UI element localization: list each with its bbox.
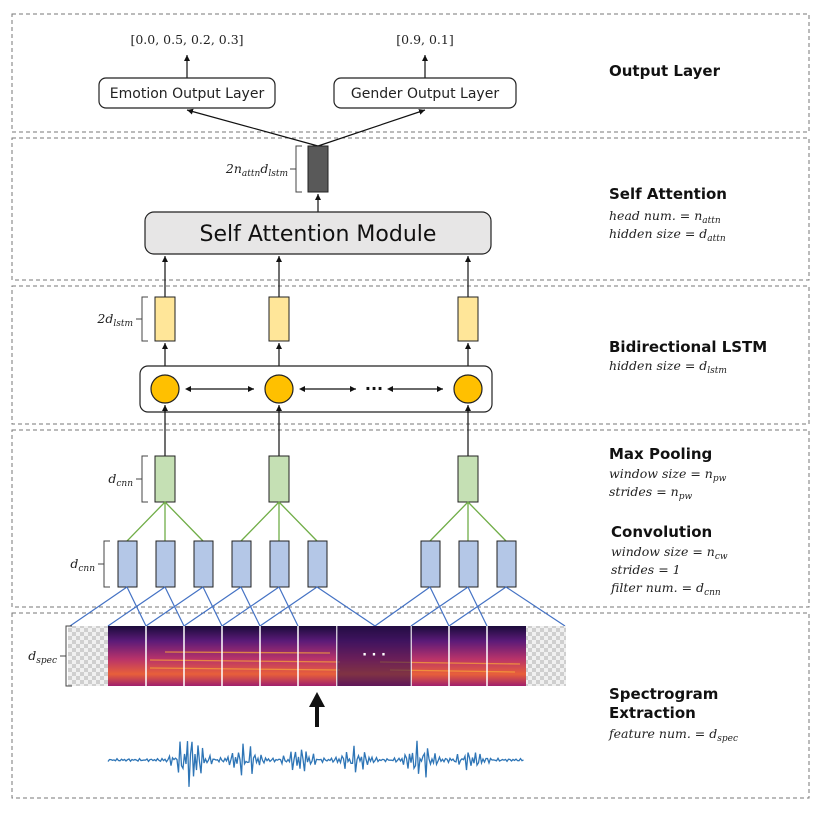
cnn-section-frame bbox=[11, 429, 810, 608]
self-attention-title: Self Attention bbox=[609, 185, 727, 203]
bilstm-title: Bidirectional LSTM bbox=[609, 338, 767, 356]
attn-to-emotion-line bbox=[186, 108, 319, 147]
conv-filter bbox=[117, 540, 138, 588]
conv-filter bbox=[420, 540, 441, 588]
conv-dim: dcnn bbox=[70, 556, 95, 574]
spectrogram-section-frame bbox=[11, 612, 810, 799]
emotion-output-label: Emotion Output Layer bbox=[110, 86, 265, 102]
emotion-output-box bbox=[98, 77, 276, 109]
output-layer-title: Output Layer bbox=[609, 62, 721, 80]
conv-filter bbox=[496, 540, 517, 588]
conv-filters bbox=[117, 540, 517, 588]
conv-filter bbox=[231, 540, 252, 588]
conv-filter bbox=[155, 540, 176, 588]
output-section-frame bbox=[11, 13, 810, 133]
attn-to-gender-line bbox=[317, 109, 426, 147]
attention-section-frame bbox=[11, 137, 810, 281]
lstm-hidden-size: hidden size = dlstm bbox=[609, 358, 727, 376]
spec-feature-num: feature num. = dspec bbox=[608, 726, 738, 744]
lstm-output-2 bbox=[268, 296, 290, 342]
self-attention-module bbox=[144, 211, 492, 255]
lstm-ellipsis: ··· bbox=[365, 379, 383, 398]
lstm-output-1 bbox=[154, 296, 176, 342]
self-attention-module-label: Self Attention Module bbox=[200, 222, 437, 247]
conv-filter bbox=[193, 540, 214, 588]
spectrogram-image bbox=[108, 626, 526, 686]
gender-output-label: Gender Output Layer bbox=[351, 86, 499, 102]
conv-filter bbox=[458, 540, 479, 588]
attention-head-num: head num. = nattn bbox=[609, 208, 721, 226]
gender-output-box bbox=[333, 77, 517, 109]
spec-dim: dspec bbox=[28, 648, 57, 666]
attention-dim-bracket bbox=[290, 145, 302, 193]
pooling-connections bbox=[126, 501, 507, 542]
lstm-output-dim: 2dlstm bbox=[96, 311, 133, 329]
lstm-section-frame bbox=[11, 285, 810, 425]
lstm-cell-1 bbox=[150, 374, 180, 404]
spectrogram-ellipsis: · · · bbox=[362, 648, 386, 663]
pool-output-2 bbox=[268, 455, 290, 503]
spectrogram-padding-left bbox=[68, 626, 108, 686]
conv-filter bbox=[269, 540, 290, 588]
conv-dim-bracket bbox=[98, 540, 110, 588]
lstm-cell-2 bbox=[264, 374, 294, 404]
conv-filter bbox=[307, 540, 328, 588]
lstm-output-3 bbox=[457, 296, 479, 342]
pool-window-size: window size = npw bbox=[609, 466, 727, 484]
lstm-dim-bracket bbox=[136, 296, 148, 342]
emotion-vector: [0.0, 0.5, 0.2, 0.3] bbox=[130, 32, 243, 47]
spectrogram-title-line1: Spectrogram bbox=[609, 685, 718, 703]
spec-dim-bracket bbox=[60, 625, 72, 687]
spectrogram-gap bbox=[337, 626, 411, 686]
attention-hidden-size: hidden size = dattn bbox=[609, 226, 726, 244]
gender-vector: [0.9, 0.1] bbox=[396, 32, 453, 47]
pool-strides: strides = npw bbox=[609, 484, 692, 502]
attention-output-dim: 2nattndlstm bbox=[225, 161, 288, 179]
conv-window-size: window size = ncw bbox=[611, 544, 728, 562]
spectrogram-title-line2: Extraction bbox=[609, 704, 696, 722]
lstm-cell-3 bbox=[453, 374, 483, 404]
spectrogram-padding-right bbox=[526, 626, 566, 686]
waveform-trace bbox=[107, 740, 524, 787]
pool-output-1 bbox=[154, 455, 176, 503]
extraction-arrow-head bbox=[309, 692, 325, 707]
max-pooling-title: Max Pooling bbox=[609, 445, 712, 463]
conv-strides: strides = 1 bbox=[611, 562, 681, 577]
audio-waveform bbox=[107, 740, 524, 787]
pool-dim: dcnn bbox=[108, 471, 133, 489]
conv-filter-num: filter num. = dcnn bbox=[610, 580, 721, 598]
convolution-title: Convolution bbox=[611, 523, 712, 541]
pool-dim-bracket bbox=[136, 455, 148, 503]
pool-output-3 bbox=[457, 455, 479, 503]
conv-connections bbox=[69, 586, 566, 627]
attention-output-vector bbox=[307, 145, 329, 193]
